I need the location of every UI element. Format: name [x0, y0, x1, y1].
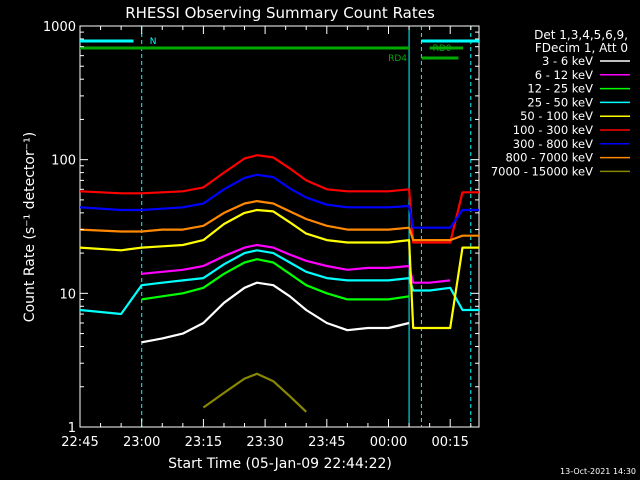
y-tick-label-2: 10 — [59, 287, 76, 302]
axes: 22:45 23:00 23:15 23:30 23:45 00:00 00:15 1 10 10… — [43, 20, 479, 450]
legend-label-7: 300 - 800 keV — [513, 137, 593, 151]
x-tick-label-4: 23:30 — [246, 435, 283, 450]
series-line-6 — [79, 154, 479, 244]
x-tick-label-1: 22:45 — [61, 435, 98, 450]
legend-label-6: 100 - 300 keV — [513, 123, 593, 137]
series-line-4 — [79, 249, 479, 316]
chart-title: RHESSI Observing Summary Count Rates — [125, 4, 435, 22]
legend-label-8: 800 - 7000 keV — [505, 151, 593, 165]
flag-label-n: N — [150, 37, 157, 47]
time-markers — [141, 26, 472, 427]
x-tick-label-3: 23:15 — [185, 435, 222, 450]
flag-label-rd0: RD0 — [433, 44, 452, 54]
legend-header-line-1: Det 1,3,4,5,6,9, — [534, 28, 628, 42]
plot-area — [79, 25, 480, 428]
y-tick-label-3: 100 — [51, 154, 76, 169]
series-line-5 — [79, 208, 479, 330]
flag-bars: N RD0 RD4 — [80, 37, 479, 64]
series-line-7 — [79, 173, 479, 229]
legend-label-9: 7000 - 15000 keV — [491, 164, 593, 178]
series-line-8 — [79, 200, 479, 242]
x-tick-label-6: 00:00 — [370, 435, 407, 450]
y-axis-label: Count Rate (s⁻¹ detector⁻¹) — [22, 132, 38, 322]
series-line-1 — [141, 281, 410, 344]
x-tick-label-7: 00:15 — [431, 435, 468, 450]
x-axis-label: Start Time (05-Jan-09 22:44:22) — [168, 456, 392, 472]
legend-label-1: 3 - 6 keV — [542, 54, 593, 68]
x-tick-label-2: 23:00 — [123, 435, 160, 450]
flag-label-rd4: RD4 — [388, 54, 407, 64]
series-line-9 — [202, 372, 307, 413]
legend-label-4: 25 - 50 keV — [527, 95, 593, 109]
legend-label-5: 50 - 100 keV — [520, 109, 593, 123]
plot-frame — [79, 25, 480, 428]
y-tick-label-4: 1000 — [43, 20, 76, 35]
series-layer — [79, 154, 479, 413]
series-line-3 — [141, 258, 410, 301]
legend-label-2: 6 - 12 keV — [535, 68, 593, 82]
footer-date: 13-Oct-2021 14:30 — [560, 467, 636, 476]
legend: Det 1,3,4,5,6,9, FDecim 1, Att 0 3 - 6 k… — [491, 28, 630, 178]
y-tick-label-1: 1 — [68, 421, 76, 436]
x-tick-label-5: 23:45 — [308, 435, 345, 450]
legend-header-line-2: FDecim 1, Att 0 — [535, 41, 628, 55]
legend-label-3: 12 - 25 keV — [527, 82, 593, 96]
